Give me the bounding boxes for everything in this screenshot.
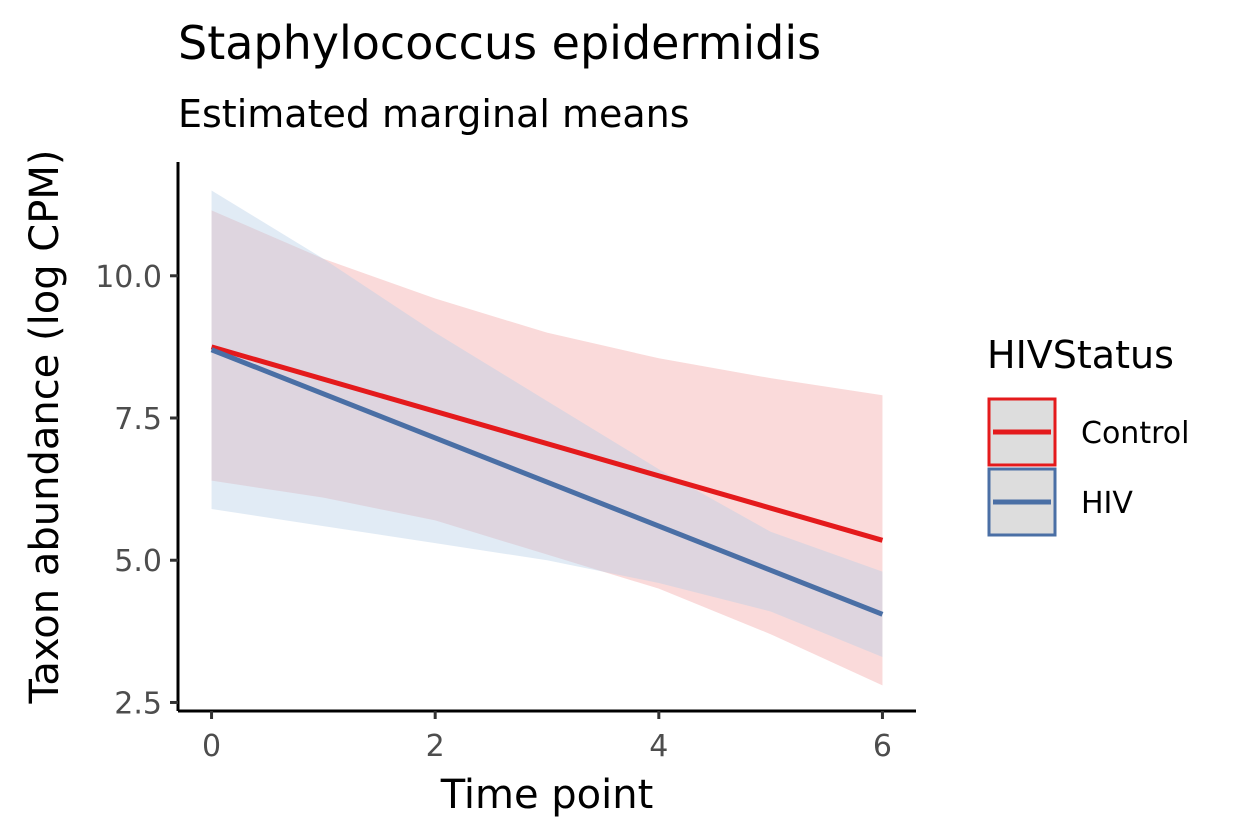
confidence-bands (211, 190, 883, 686)
ci-band-control (211, 210, 883, 686)
series-line-control (210, 344, 884, 543)
y-axis-ticks: 2.5 5.0 7.5 10.0 (95, 260, 178, 721)
legend-label-control: Control (1081, 416, 1189, 451)
legend-label-hiv: HIV (1081, 486, 1133, 521)
x-tick-label: 4 (649, 729, 668, 764)
y-tick-label: 5.0 (114, 544, 162, 579)
y-tick-label: 10.0 (95, 260, 162, 295)
x-axis-title: Time point (440, 772, 654, 818)
y-tick-label: 2.5 (114, 686, 162, 721)
y-axis-title: Taxon abundance (log CPM) (22, 150, 68, 705)
x-axis-ticks: 0 2 4 6 (202, 711, 892, 764)
series-lines (210, 344, 884, 617)
series-line-hiv (210, 347, 884, 617)
ci-band-hiv (211, 190, 883, 657)
legend: HIVStatus Control HIV (987, 333, 1189, 537)
x-tick-label: 6 (873, 729, 892, 764)
x-tick-label: 2 (426, 729, 445, 764)
legend-title: HIVStatus (987, 333, 1174, 377)
chart-title: Staphylococcus epidermidis (178, 16, 822, 70)
y-tick-label: 7.5 (114, 402, 162, 437)
chart-subtitle: Estimated marginal means (178, 92, 690, 136)
x-tick-label: 0 (202, 729, 221, 764)
